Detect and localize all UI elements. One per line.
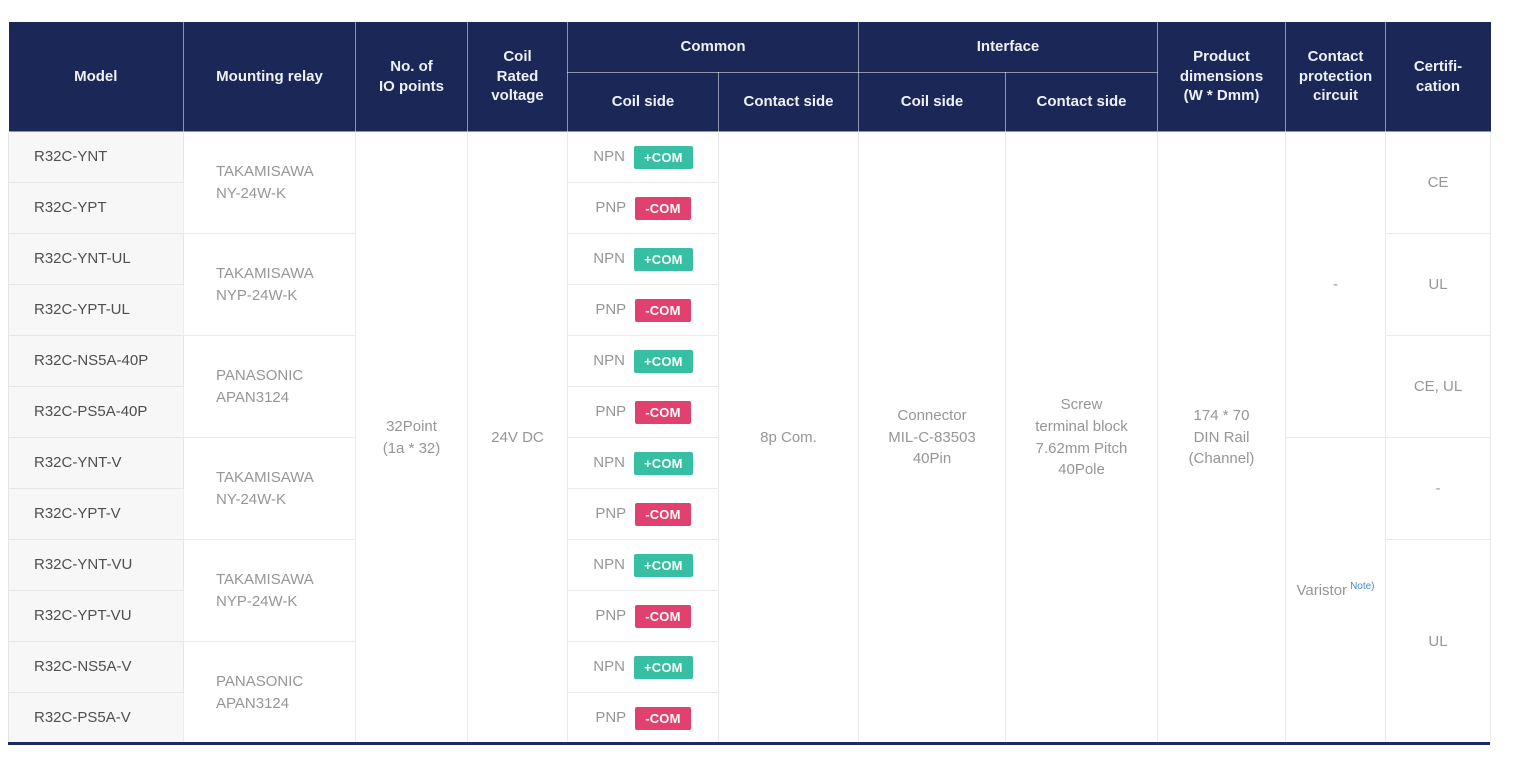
cell-common-coil: PNP -COM [567, 182, 719, 234]
table-row: R32C-YPT-V PNP -COM [8, 488, 1491, 540]
coil-type-label: PNP [595, 709, 627, 727]
com-badge: +COM [633, 451, 693, 475]
com-badge: +COM [633, 655, 693, 679]
table-row: R32C-YNT TAKAMISAWA NY-24W-K 32Point (1a… [8, 131, 1491, 744]
table-row: R32C-YNT-VU TAKAMISAWA NYP-24W-K NPN +COM… [8, 539, 1491, 744]
table-row: R32C-YPT-UL PNP -COM [8, 284, 1491, 336]
com-badge: -COM [635, 502, 691, 526]
spec-table: Model Mounting relay No. of IO points Co… [8, 22, 1491, 744]
cell-model: R32C-YNT [8, 131, 184, 183]
coil-type-label: NPN [593, 250, 625, 268]
cell-coil-voltage: 24V DC [467, 131, 568, 744]
com-badge: +COM [633, 349, 693, 373]
cell-common-coil: NPN +COM [567, 437, 719, 489]
cell-mounting-relay: PANASONIC APAN3124 [183, 641, 356, 744]
protection-label: Varistor [1296, 581, 1348, 599]
cell-common-coil: PNP -COM [567, 386, 719, 438]
cell-certification: CE, UL [1385, 335, 1491, 438]
header-product-dimensions: Product dimensions (W * Dmm) [1157, 22, 1286, 132]
cell-common-coil: NPN +COM [567, 641, 719, 693]
header-interface-coil-side: Coil side [858, 72, 1006, 132]
cell-common-contact: 8p Com. [718, 131, 859, 744]
table-row: R32C-YNT-V TAKAMISAWA NY-24W-K NPN +COM V… [8, 437, 1491, 744]
com-badge: +COM [633, 247, 693, 271]
header-interface-contact-side: Contact side [1005, 72, 1158, 132]
cell-model: R32C-PS5A-V [8, 692, 184, 744]
table-bottom-rule [8, 742, 1490, 745]
coil-type-label: PNP [595, 301, 627, 319]
com-badge: -COM [635, 298, 691, 322]
header-common-coil-side: Coil side [567, 72, 719, 132]
com-badge: -COM [635, 400, 691, 424]
coil-type-label: NPN [593, 556, 625, 574]
cell-mounting-relay: TAKAMISAWA NY-24W-K [183, 437, 356, 540]
cell-common-coil: PNP -COM [567, 590, 719, 642]
cell-model: R32C-YNT-V [8, 437, 184, 489]
table-header: Model Mounting relay No. of IO points Co… [8, 22, 1491, 132]
table-row: R32C-YNT-UL TAKAMISAWA NYP-24W-K NPN +COM… [8, 233, 1491, 336]
cell-certification: CE [1385, 131, 1491, 234]
header-interface-group: Interface [858, 22, 1158, 73]
cell-model: R32C-YPT [8, 182, 184, 234]
coil-type-label: PNP [595, 607, 627, 625]
cell-model: R32C-YPT-VU [8, 590, 184, 642]
cell-certification: - [1385, 437, 1491, 540]
cell-common-coil: PNP -COM [567, 692, 719, 744]
cell-model: R32C-NS5A-V [8, 641, 184, 693]
table-row: R32C-YPT-VU PNP -COM [8, 590, 1491, 642]
coil-type-label: NPN [593, 454, 625, 472]
cell-model: R32C-NS5A-40P [8, 335, 184, 387]
coil-type-label: PNP [595, 199, 627, 217]
header-mounting-relay: Mounting relay [183, 22, 356, 132]
header-common-group: Common [567, 22, 859, 73]
com-badge: +COM [633, 553, 693, 577]
cell-common-coil: PNP -COM [567, 488, 719, 540]
header-model: Model [8, 22, 184, 132]
cell-common-coil: NPN +COM [567, 539, 719, 591]
cell-mounting-relay: TAKAMISAWA NYP-24W-K [183, 233, 356, 336]
cell-contact-protection: - [1285, 131, 1386, 438]
com-badge: -COM [635, 196, 691, 220]
cell-certification: UL [1385, 539, 1491, 744]
com-badge: -COM [635, 706, 691, 730]
cell-common-coil: NPN +COM [567, 335, 719, 387]
cell-interface-coil: Connector MIL-C-83503 40Pin [858, 131, 1006, 744]
com-badge: +COM [633, 145, 693, 169]
cell-common-coil: NPN +COM [567, 131, 719, 183]
coil-type-label: NPN [593, 658, 625, 676]
cell-model: R32C-YNT-VU [8, 539, 184, 591]
cell-product-dimensions: 174 * 70 DIN Rail (Channel) [1157, 131, 1286, 744]
table-row: R32C-PS5A-40P PNP -COM [8, 386, 1491, 438]
coil-type-label: PNP [595, 403, 627, 421]
cell-common-coil: NPN +COM [567, 233, 719, 285]
header-contact-protection: Contact protection circuit [1285, 22, 1386, 132]
cell-model: R32C-YNT-UL [8, 233, 184, 285]
table-row: R32C-NS5A-V PANASONIC APAN3124 NPN +COM [8, 641, 1491, 744]
header-coil-rated-voltage: Coil Rated voltage [467, 22, 568, 132]
header-certification: Certifi- cation [1385, 22, 1491, 132]
cell-io-points: 32Point (1a * 32) [355, 131, 468, 744]
cell-model: R32C-PS5A-40P [8, 386, 184, 438]
coil-type-label: NPN [593, 148, 625, 166]
cell-mounting-relay: TAKAMISAWA NY-24W-K [183, 131, 356, 234]
com-badge: -COM [635, 604, 691, 628]
note-reference: Note) [1350, 580, 1375, 592]
cell-common-coil: PNP -COM [567, 284, 719, 336]
cell-mounting-relay: TAKAMISAWA NYP-24W-K [183, 539, 356, 642]
header-common-contact-side: Contact side [718, 72, 859, 132]
header-io-points: No. of IO points [355, 22, 468, 132]
coil-type-label: NPN [593, 352, 625, 370]
cell-certification: UL [1385, 233, 1491, 336]
table-row: R32C-PS5A-V PNP -COM [8, 692, 1491, 744]
cell-contact-protection: Varistor Note) [1285, 437, 1386, 744]
cell-model: R32C-YPT-UL [8, 284, 184, 336]
cell-mounting-relay: PANASONIC APAN3124 [183, 335, 356, 438]
cell-model: R32C-YPT-V [8, 488, 184, 540]
table-row: R32C-YPT PNP -COM [8, 182, 1491, 234]
coil-type-label: PNP [595, 505, 627, 523]
cell-interface-contact: Screw terminal block 7.62mm Pitch 40Pole [1005, 131, 1158, 744]
